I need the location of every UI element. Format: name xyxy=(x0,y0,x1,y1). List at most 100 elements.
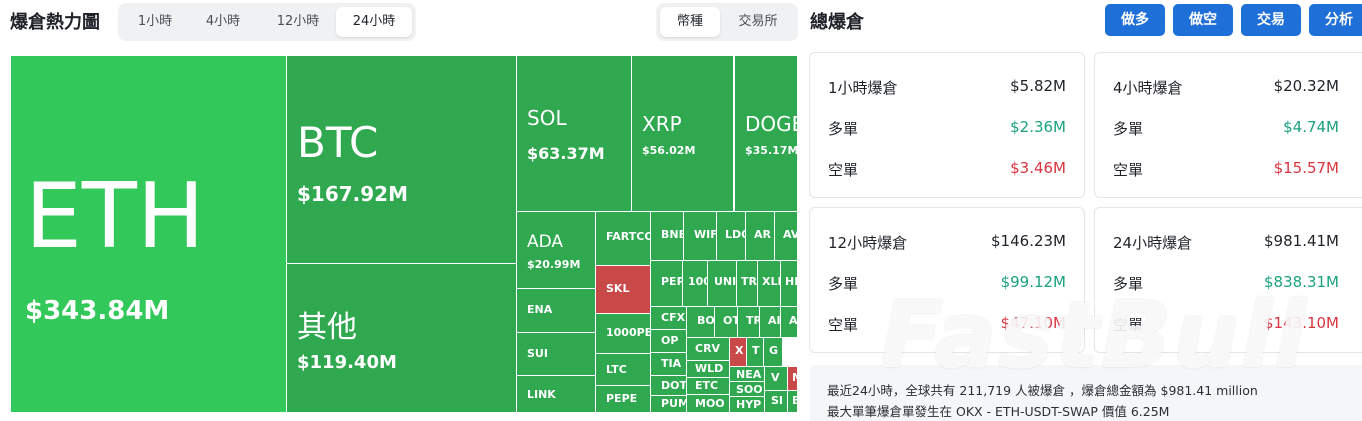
tab-1h[interactable]: 1小時 xyxy=(137,14,173,29)
treemap-symbol: SI xyxy=(771,394,784,407)
treemap-cell-ldo[interactable]: LDO xyxy=(716,211,746,261)
treemap-symbol: NEA xyxy=(736,368,762,381)
card-label: 4小時爆倉 xyxy=(1113,79,1183,97)
treemap-cell-avax[interactable]: AVAX xyxy=(774,211,797,261)
treemap-cell-tr[interactable]: TR xyxy=(737,306,760,338)
treemap-cell-op[interactable]: OP xyxy=(650,329,687,353)
treemap-cell-fartcoin[interactable]: FARTCOIN xyxy=(595,211,651,266)
short-button[interactable]: 做空 xyxy=(1173,4,1233,36)
long-label: 多單 xyxy=(1113,275,1144,293)
treemap-cell-g[interactable]: G xyxy=(763,337,783,367)
trade-button[interactable]: 交易 xyxy=(1241,4,1301,36)
treemap-cell-bo[interactable]: BO xyxy=(686,306,715,338)
treemap-cell-pepe[interactable]: PEPE xyxy=(595,385,651,413)
treemap-cell-btc[interactable]: BTC $167.92M xyxy=(286,55,517,264)
treemap-symbol: OP xyxy=(661,334,679,347)
treemap-cell-xrp[interactable]: XRP $56.02M xyxy=(631,55,734,212)
treemap-cell-bnb[interactable]: BNB xyxy=(650,211,684,261)
treemap-cell-ada[interactable]: ADA $20.99M xyxy=(516,211,596,289)
treemap-cell-doge[interactable]: DOGE $35.17M xyxy=(734,55,797,212)
treemap-symbol: SKL xyxy=(606,282,630,295)
treemap-symbol: V xyxy=(771,371,780,384)
treemap-cell-tia[interactable]: TIA xyxy=(650,352,687,376)
treemap-cell-pepe[interactable]: PEPE xyxy=(650,260,683,307)
long-value: $838.31M xyxy=(1264,273,1339,291)
treemap-cell-dot[interactable]: DOT xyxy=(650,375,687,396)
treemap-symbol: AVAX xyxy=(783,228,797,241)
long-value: $99.12M xyxy=(1000,273,1066,291)
card-12h: 12小時爆倉 $146.23M 多單 $99.12M 空單 $47.10M xyxy=(809,207,1085,353)
treemap-cell-100[interactable]: 100 xyxy=(682,260,708,307)
treemap-symbol: DOGE xyxy=(745,112,797,136)
treemap-cell-pump[interactable]: PUMP xyxy=(650,395,687,413)
treemap-cell-t[interactable]: T xyxy=(746,337,764,367)
analysis-button[interactable]: 分析 xyxy=(1309,4,1362,36)
long-value: $2.36M xyxy=(1010,118,1066,136)
treemap-cell-trx[interactable]: TRX xyxy=(736,260,758,307)
treemap-symbol: UNI xyxy=(714,275,737,288)
treemap-symbol: AA xyxy=(789,314,797,327)
treemap-cell-cfx[interactable]: CFX xyxy=(650,306,687,330)
long-button[interactable]: 做多 xyxy=(1105,4,1165,36)
treemap-symbol: SOL xyxy=(527,106,567,130)
treemap-cell-wld[interactable]: WLD xyxy=(686,360,730,378)
treemap-symbol: G xyxy=(769,344,779,357)
treemap-symbol: LDO xyxy=(725,228,745,241)
treemap-symbol: PEPE xyxy=(606,392,638,405)
treemap-cell-nea[interactable]: NEA xyxy=(729,366,765,382)
treemap-cell-v[interactable]: V xyxy=(764,366,788,391)
treemap-cell-crv[interactable]: CRV xyxy=(686,337,730,361)
treemap-cell-etc[interactable]: ETC xyxy=(686,377,730,395)
treemap-value: $20.99M xyxy=(527,258,581,271)
treemap-symbol: SUI xyxy=(527,347,548,360)
tab-4h[interactable]: 4小時 xyxy=(205,14,241,29)
treemap-cell-e[interactable]: E xyxy=(787,390,797,413)
card-total: $5.82M xyxy=(1010,77,1066,95)
card-total: $981.41M xyxy=(1264,232,1339,250)
treemap-value: $119.40M xyxy=(297,352,397,373)
treemap-cell-sui[interactable]: SUI xyxy=(516,332,596,376)
treemap-cell-eth[interactable]: ETH $343.84M xyxy=(10,55,287,413)
treemap-cell-[interactable]: 其他 $119.40M xyxy=(286,263,517,413)
treemap-symbol: TRX xyxy=(741,275,757,288)
treemap-cell-wif[interactable]: WIF xyxy=(683,211,717,261)
treemap-symbol: 其他 xyxy=(297,310,357,345)
treemap-cell-hbar[interactable]: HBAR xyxy=(780,260,797,307)
short-label: 空單 xyxy=(1113,161,1144,179)
treemap-cell-ai[interactable]: AI xyxy=(759,306,781,338)
treemap-cell-xlm[interactable]: XLM xyxy=(757,260,781,307)
treemap-cell-x[interactable]: X xyxy=(729,337,747,367)
treemap-symbol: FARTCOIN xyxy=(606,230,650,243)
treemap-cell-ot[interactable]: OT xyxy=(714,306,738,338)
treemap-cell-skl[interactable]: SKL xyxy=(595,265,651,314)
tab-by-exchange[interactable]: 交易所 xyxy=(738,14,778,29)
treemap-cell-sol[interactable]: SOL $63.37M xyxy=(516,55,632,212)
tab-24h[interactable]: 24小時 xyxy=(336,7,412,37)
long-value: $4.74M xyxy=(1283,118,1339,136)
treemap-cell-ltc[interactable]: LTC xyxy=(595,353,651,386)
card-1h: 1小時爆倉 $5.82M 多單 $2.36M 空單 $3.46M xyxy=(809,52,1085,198)
treemap-cell-hyp[interactable]: HYP xyxy=(729,396,765,413)
treemap-cell-m[interactable]: M xyxy=(787,366,797,391)
treemap-cell-uni[interactable]: UNI xyxy=(707,260,737,307)
treemap-symbol: WIF xyxy=(694,228,717,241)
treemap-symbol: BTC xyxy=(297,118,379,167)
tab-by-coin[interactable]: 幣種 xyxy=(660,7,720,37)
treemap-symbol: M xyxy=(792,371,797,384)
treemap-cell-link[interactable]: LINK xyxy=(516,375,596,413)
treemap-value: $343.84M xyxy=(25,296,170,326)
short-value: $143.10M xyxy=(1264,314,1339,332)
treemap-cell-aa[interactable]: AA xyxy=(780,306,797,338)
card-label: 1小時爆倉 xyxy=(828,79,898,97)
treemap-cell-moo[interactable]: MOO xyxy=(686,394,730,413)
treemap-symbol: BO xyxy=(697,314,715,327)
short-value: $3.46M xyxy=(1010,159,1066,177)
treemap-cell-ar[interactable]: AR xyxy=(745,211,775,261)
treemap-symbol: ADA xyxy=(527,232,564,252)
treemap-cell-1000pepe[interactable]: 1000PEPE xyxy=(595,313,651,354)
tab-12h[interactable]: 12小時 xyxy=(276,14,320,29)
treemap-cell-soo[interactable]: SOO xyxy=(729,381,765,397)
treemap-cell-si[interactable]: SI xyxy=(764,390,788,413)
treemap-symbol: BNB xyxy=(661,228,683,241)
treemap-cell-ena[interactable]: ENA xyxy=(516,288,596,333)
